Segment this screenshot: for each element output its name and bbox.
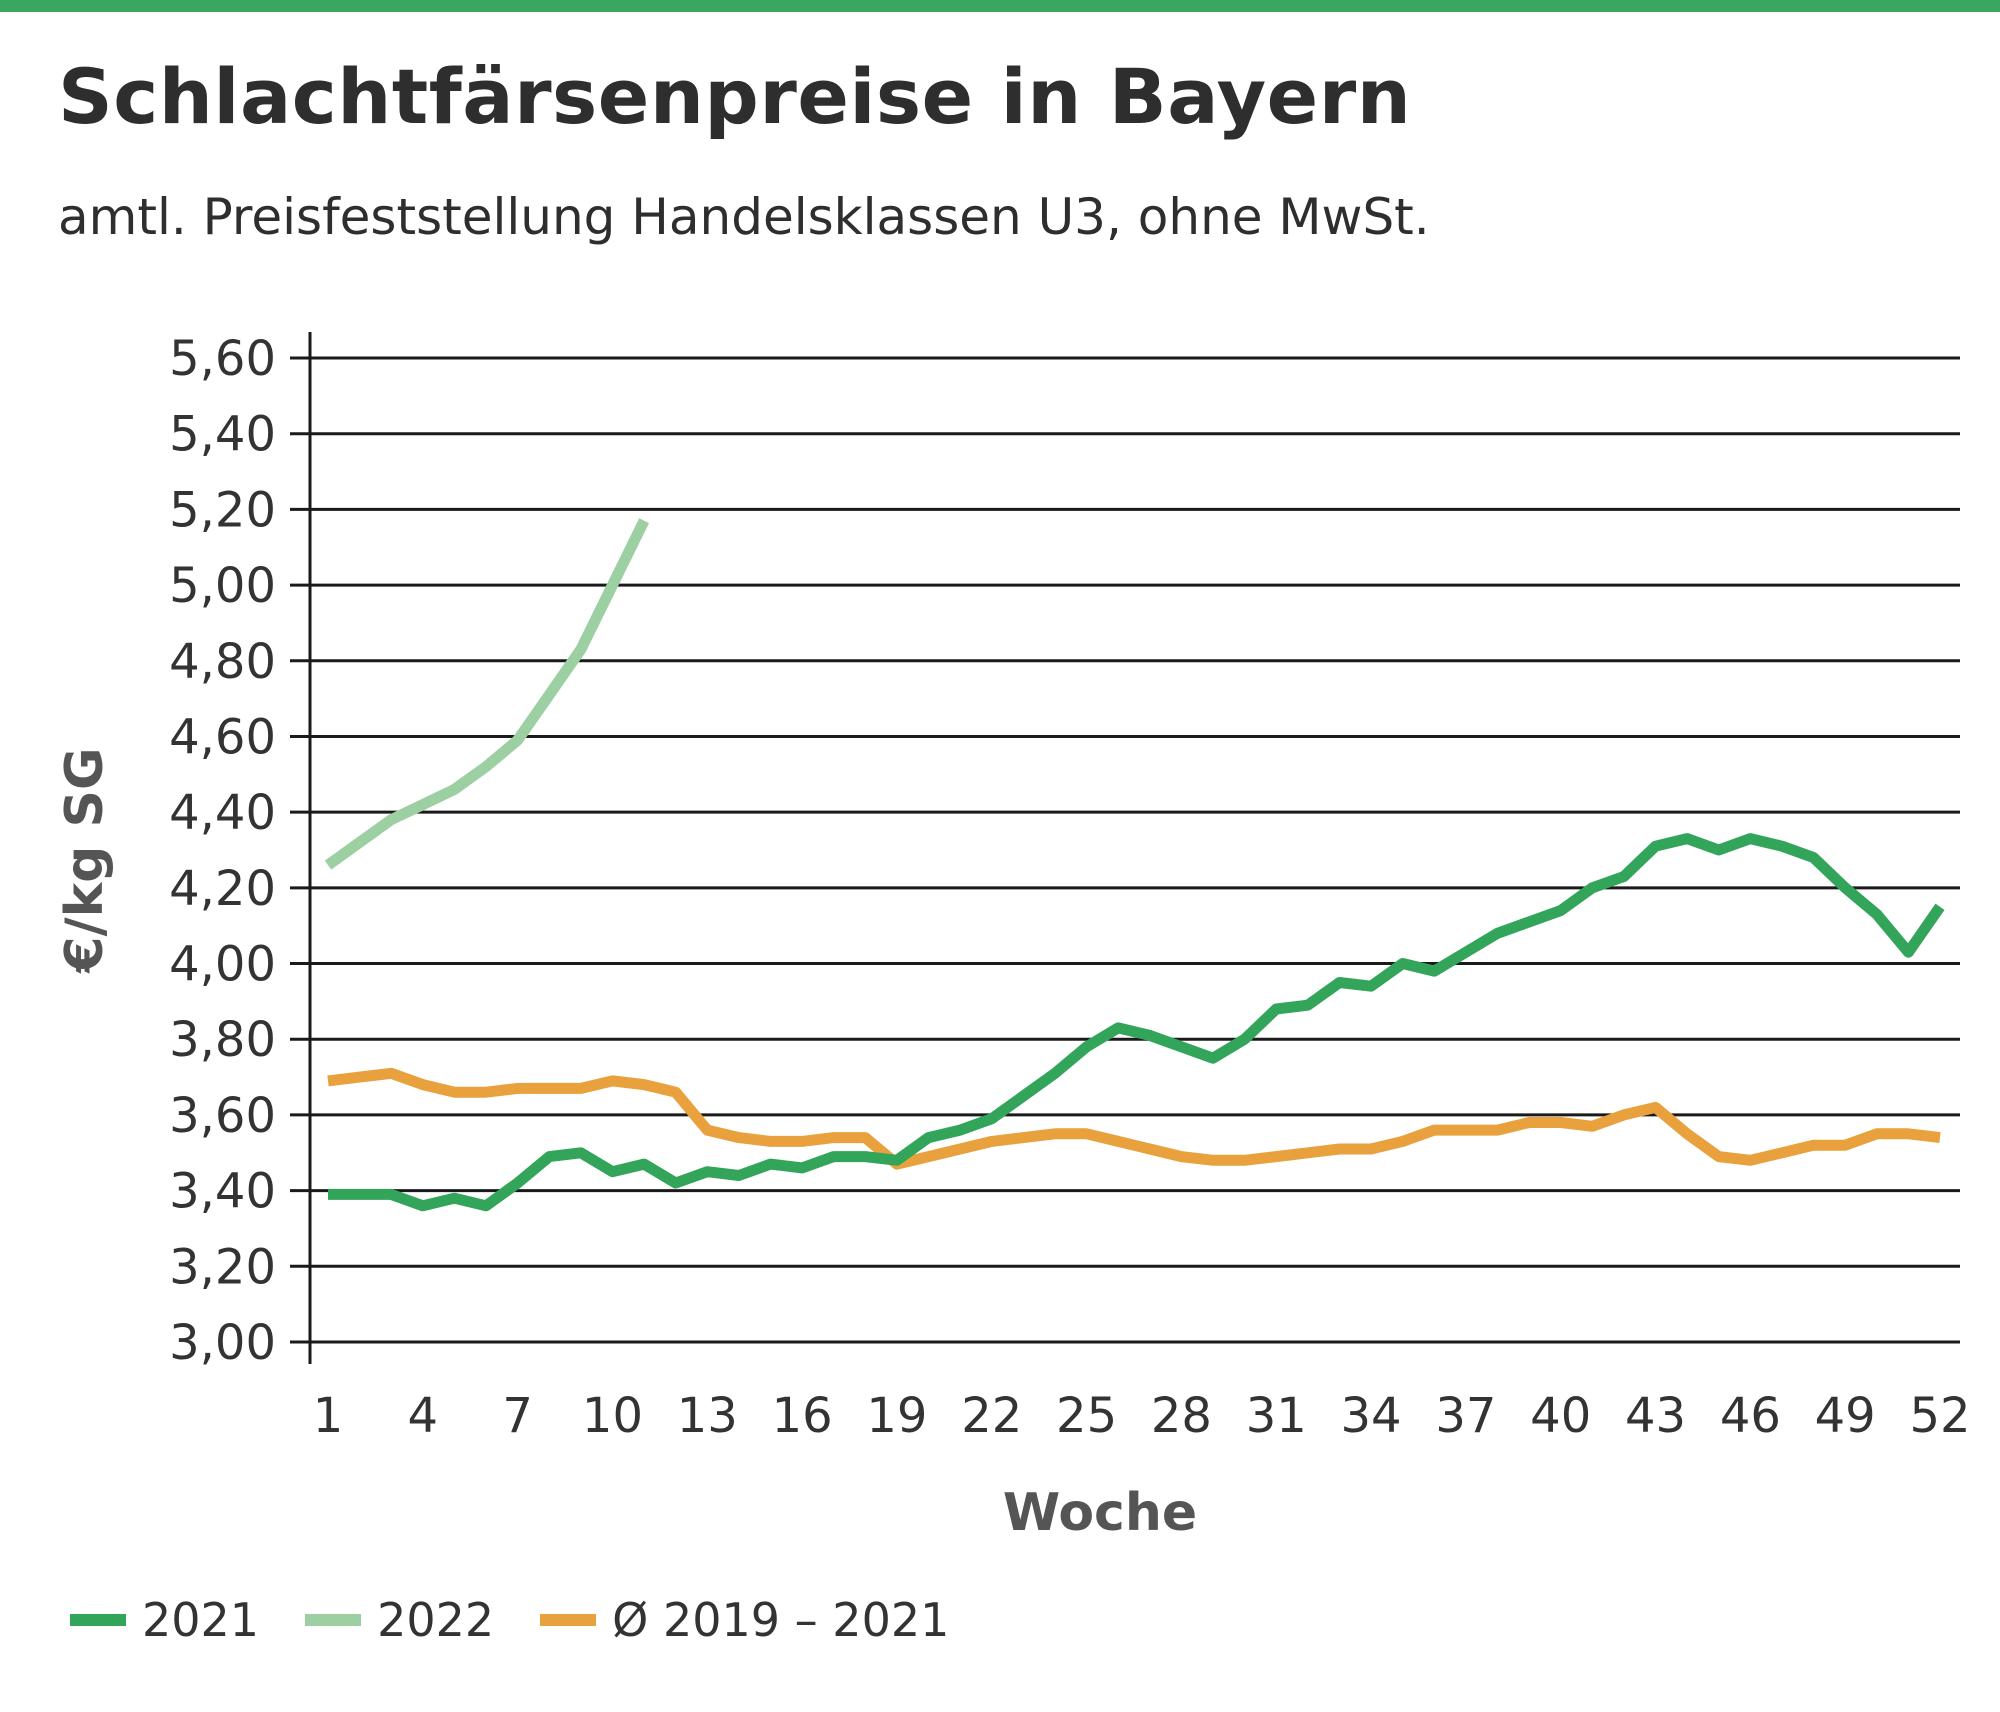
top-accent-bar xyxy=(0,0,2000,12)
y-tick-labels: 3,00 3,20 3,40 3,60 3,80 4,00 4,20 4,40 4,60 4,80… xyxy=(169,331,276,1371)
x-tick-label: 16 xyxy=(772,1388,833,1444)
series-lines xyxy=(324,518,1945,1212)
y-tick-label: 3,00 xyxy=(169,1315,276,1371)
x-tick-label: 28 xyxy=(1151,1388,1212,1444)
x-tick-label: 13 xyxy=(677,1388,738,1444)
y-tick-label: 5,20 xyxy=(169,482,276,538)
y-tick-label: 4,20 xyxy=(169,861,276,917)
x-tick-labels: 1 4 7 10 13 16 19 22 25 28 31 34 37 40 43 46 49 52 xyxy=(313,1388,1971,1444)
x-tick-label: 49 xyxy=(1815,1388,1876,1444)
y-tick-label: 3,40 xyxy=(169,1164,276,1220)
series-line-2022 xyxy=(324,518,650,870)
x-tick-label: 37 xyxy=(1435,1388,1496,1444)
series-line-average xyxy=(327,1067,1941,1170)
x-tick-label: 22 xyxy=(961,1388,1022,1444)
y-tick-label: 4,80 xyxy=(169,634,276,690)
legend-label-2021: 2021 xyxy=(142,1593,260,1647)
x-tick-label: 43 xyxy=(1625,1388,1686,1444)
grid-lines xyxy=(310,356,1960,1344)
x-tick-label: 1 xyxy=(313,1388,344,1444)
x-tick-label: 7 xyxy=(502,1388,533,1444)
axes xyxy=(290,332,312,1364)
legend: 2021 2022 Ø 2019 – 2021 xyxy=(70,1590,995,1650)
y-tick-label: 4,60 xyxy=(169,709,276,765)
y-tick-label: 3,20 xyxy=(169,1239,276,1295)
legend-item-average: Ø 2019 – 2021 xyxy=(540,1593,949,1647)
legend-label-average: Ø 2019 – 2021 xyxy=(612,1593,950,1647)
y-tick-label: 3,60 xyxy=(169,1088,276,1144)
x-axis-title: Woche xyxy=(1003,1483,1197,1543)
y-tick-label: 4,40 xyxy=(169,785,276,841)
line-chart: 3,00 3,20 3,40 3,60 3,80 4,00 4,20 4,40 4,60 4,80… xyxy=(55,331,1971,1543)
y-axis-title: €/kg SG xyxy=(55,747,115,973)
x-tick-label: 10 xyxy=(582,1388,643,1444)
legend-swatch-2022 xyxy=(305,1614,362,1626)
legend-item-2022: 2022 xyxy=(305,1593,494,1647)
chart-subtitle: amtl. Preisfeststellung Handelsklassen U… xyxy=(58,188,1430,246)
legend-swatch-2021 xyxy=(70,1614,126,1626)
x-tick-label: 34 xyxy=(1341,1388,1402,1444)
y-tick-label: 5,40 xyxy=(169,407,276,463)
legend-swatch-average xyxy=(540,1614,597,1626)
legend-item-2021: 2021 xyxy=(70,1593,259,1647)
x-tick-label: 25 xyxy=(1056,1388,1117,1444)
x-tick-label: 31 xyxy=(1246,1388,1307,1444)
y-tick-label: 4,00 xyxy=(169,937,276,993)
x-tick-label: 4 xyxy=(408,1388,439,1444)
x-tick-label: 19 xyxy=(866,1388,927,1444)
x-tick-label: 40 xyxy=(1530,1388,1591,1444)
y-tick-label: 5,60 xyxy=(169,331,276,387)
series-line-2021 xyxy=(328,833,1945,1212)
y-tick-label: 5,00 xyxy=(169,558,276,614)
x-tick-label: 46 xyxy=(1720,1388,1781,1444)
chart-title: Schlachtfärsenpreise in Bayern xyxy=(58,52,1412,141)
legend-label-2022: 2022 xyxy=(377,1593,495,1647)
y-tick-label: 3,80 xyxy=(169,1012,276,1068)
x-tick-label: 52 xyxy=(1909,1388,1970,1444)
